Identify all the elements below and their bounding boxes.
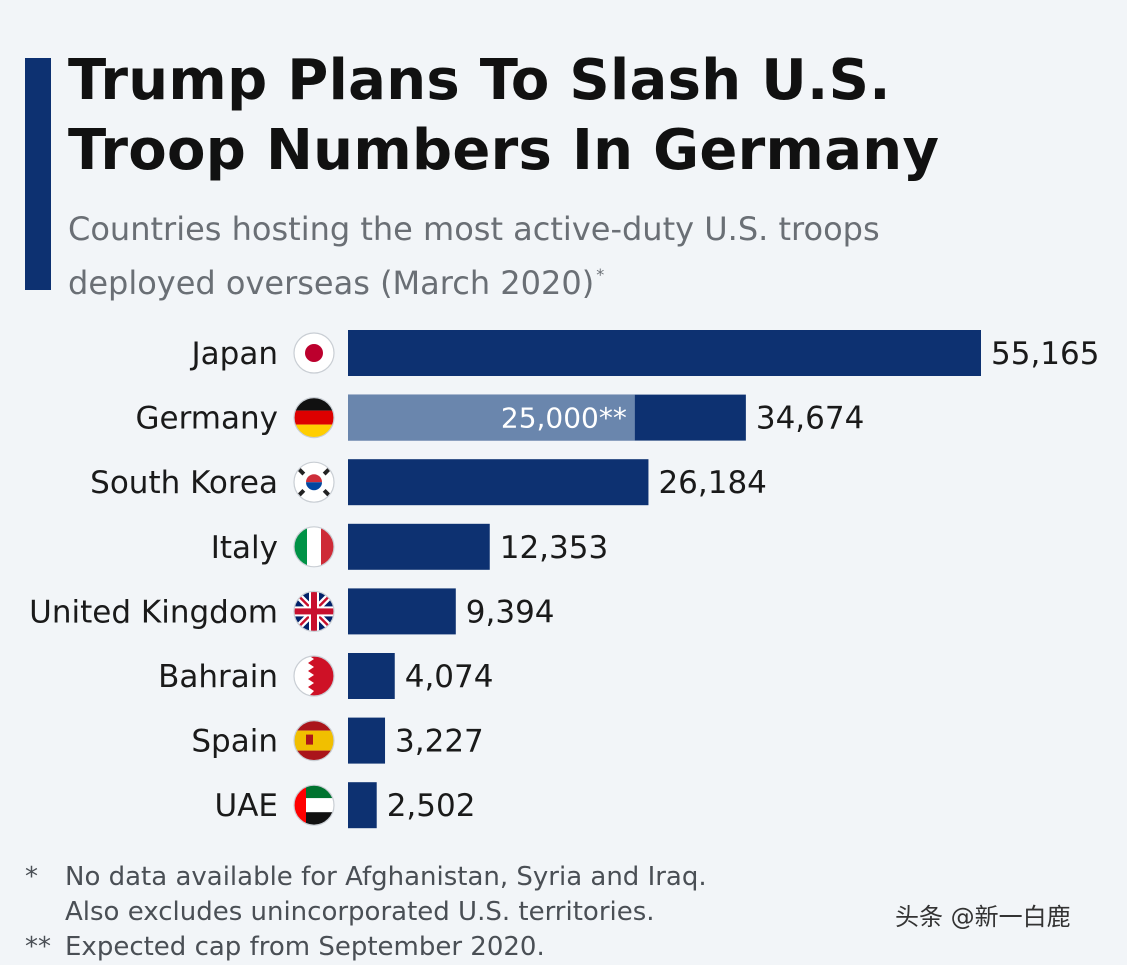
subtitle-footnote-mark: *	[596, 265, 605, 284]
watermark: 头条 @新一白鹿	[895, 903, 1071, 931]
bar-row-south-korea: South Korea 26,184	[90, 459, 767, 506]
subtitle-line-1: Countries hosting the most active-duty U…	[68, 210, 880, 248]
bar-row-united-kingdom: United Kingdom 9,394	[29, 588, 555, 635]
value-label-spain: 3,227	[395, 724, 484, 760]
category-label-spain: Spain	[191, 724, 278, 760]
value-label-bahrain: 4,074	[405, 659, 494, 695]
overlay-label: 25,000**	[501, 402, 627, 435]
spain-flag-icon	[293, 720, 335, 762]
uk-flag-icon	[293, 590, 335, 632]
uae-flag-icon	[293, 784, 335, 826]
overlay-bar-germany	[348, 394, 635, 441]
category-label-bahrain: Bahrain	[158, 659, 278, 695]
category-label-japan: Japan	[190, 336, 278, 372]
italy-flag-icon	[293, 526, 335, 568]
bar-united-kingdom	[348, 588, 456, 635]
footnotes: * No data available for Afghanistan, Syr…	[25, 860, 825, 965]
title-line-2: Troop Numbers In Germany	[68, 118, 940, 183]
bar-south-korea	[348, 459, 649, 506]
value-label-uae: 2,502	[387, 788, 476, 824]
bar-italy	[348, 523, 490, 570]
subtitle-line-2: deployed overseas (March 2020)	[68, 264, 595, 302]
footnote-1: * No data available for Afghanistan, Syr…	[25, 860, 825, 930]
value-label-germany: 34,674	[756, 401, 864, 437]
title-line-1: Trump Plans To Slash U.S.	[68, 48, 891, 113]
japan-flag-icon	[293, 332, 335, 374]
bar-row-spain: Spain 3,227	[191, 717, 484, 764]
chart-title: Trump Plans To Slash U.S. Troop Numbers …	[68, 46, 939, 186]
germany-flag-icon	[293, 396, 335, 439]
category-label-south-korea: South Korea	[90, 465, 278, 501]
category-label-united-kingdom: United Kingdom	[29, 594, 278, 630]
bar-row-bahrain: Bahrain 4,074	[158, 653, 493, 699]
chart-subtitle: Countries hosting the most active-duty U…	[68, 206, 880, 306]
bahrain-flag-icon	[293, 655, 335, 697]
bar-chart: Japan 55,165 Germany 25,000** 34,674 South Ko…	[29, 330, 1099, 829]
bar-row-germany: Germany 25,000** 34,674	[136, 394, 864, 441]
bar-row-uae: UAE 2,502	[215, 782, 476, 829]
footnote-1-line-1: No data available for Afghanistan, Syria…	[65, 862, 707, 892]
bar-uae	[348, 782, 377, 829]
footnote-1-line-2: Also excludes unincorporated U.S. territ…	[65, 897, 655, 927]
category-label-germany: Germany	[136, 401, 278, 437]
south-korea-flag-icon	[293, 461, 335, 503]
value-label-italy: 12,353	[500, 530, 608, 566]
bar-row-japan: Japan 55,165	[190, 330, 1099, 376]
footnote-2-line-1: Expected cap from September 2020.	[65, 932, 545, 962]
category-label-italy: Italy	[211, 530, 278, 566]
title-accent-bar	[25, 58, 51, 290]
bar-japan	[348, 330, 981, 376]
footnote-2: ** Expected cap from September 2020.	[25, 930, 825, 965]
bar-bahrain	[348, 653, 395, 699]
category-label-uae: UAE	[215, 788, 278, 824]
value-label-japan: 55,165	[991, 336, 1099, 372]
value-label-south-korea: 26,184	[658, 465, 766, 501]
footnote-2-mark: **	[25, 932, 51, 962]
bar-spain	[348, 717, 386, 764]
bar-row-italy: Italy 12,353	[211, 523, 608, 570]
footnote-1-mark: *	[25, 862, 38, 892]
value-label-united-kingdom: 9,394	[466, 594, 555, 630]
